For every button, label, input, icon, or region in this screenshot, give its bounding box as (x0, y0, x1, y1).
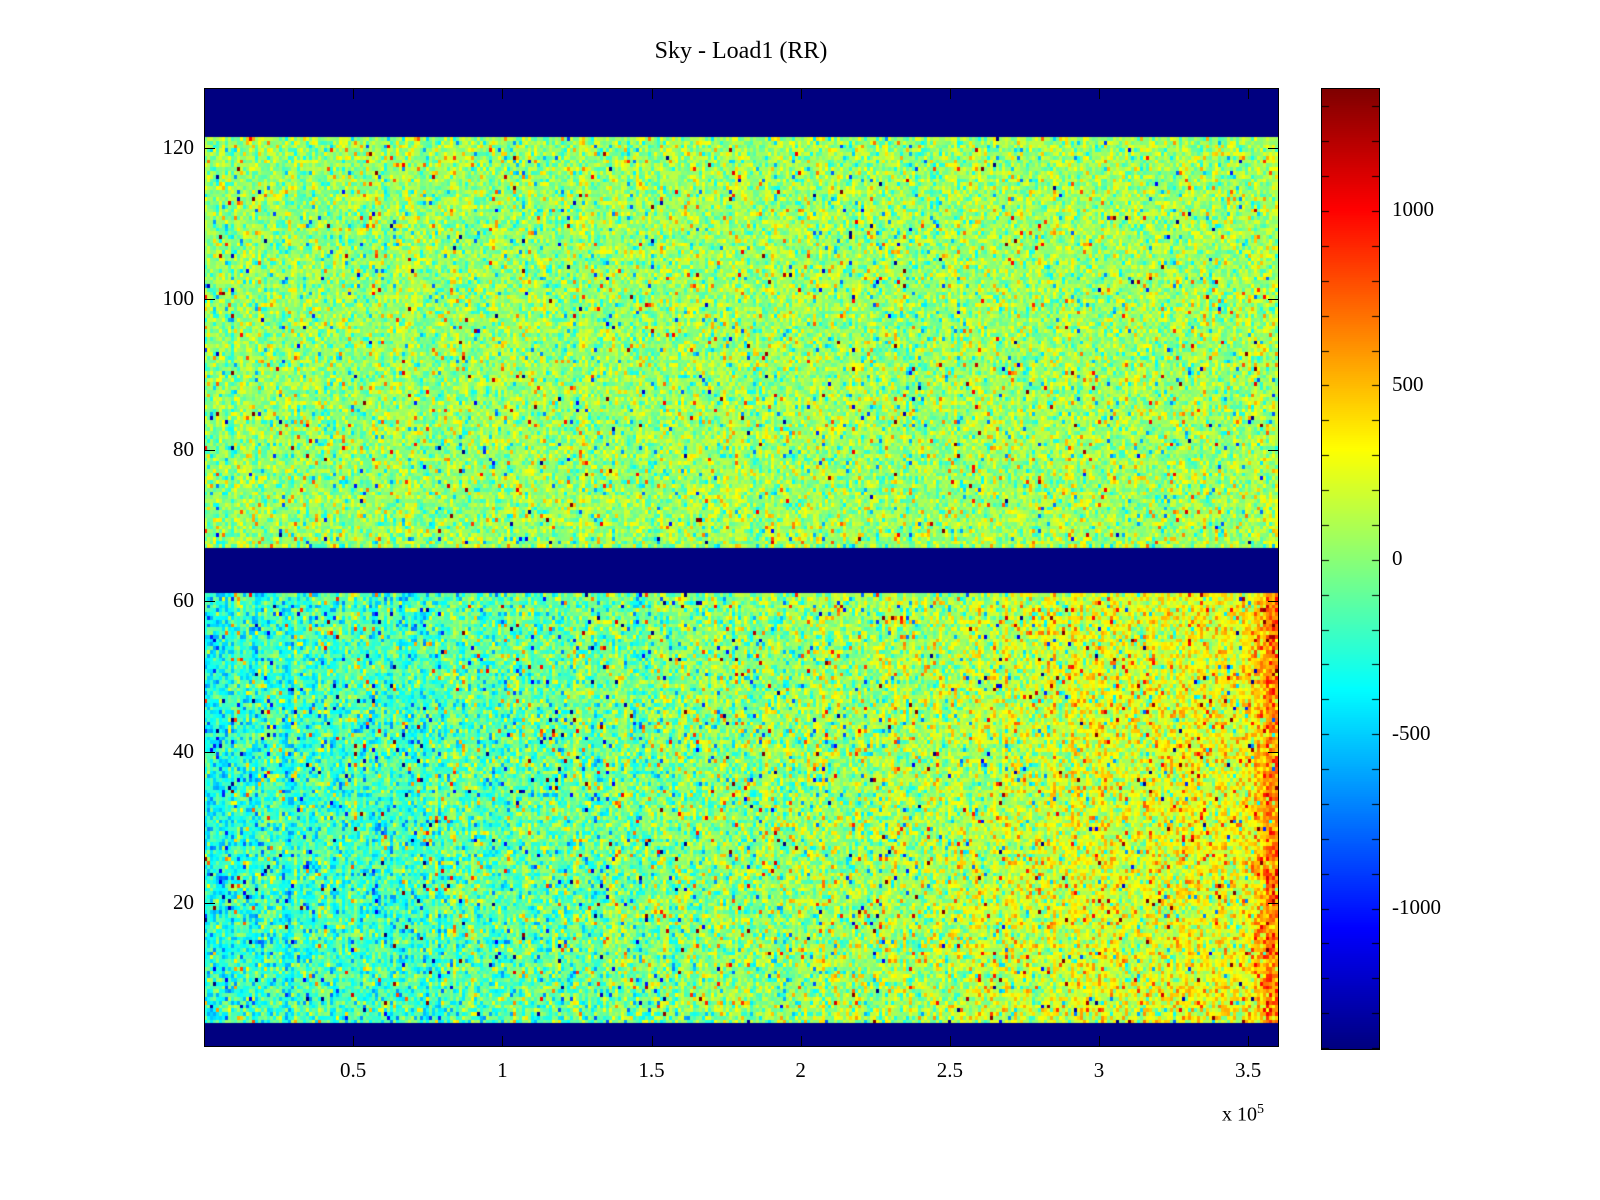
y-tick-label: 60 (173, 587, 194, 612)
x-tick-label: 2 (795, 1058, 806, 1082)
y-tick-label: 20 (173, 889, 194, 914)
x-tick-label: 0.5 (340, 1058, 367, 1082)
heatmap-canvas (204, 88, 1278, 1046)
y-tick-label: 120 (162, 135, 195, 160)
colorbar (1321, 88, 1380, 1050)
x-tick-label: 1 (497, 1058, 508, 1082)
colorbar-tick-label: -1000 (1392, 895, 1441, 920)
y-tick-label: 40 (173, 738, 194, 763)
colorbar-tick-label: 0 (1392, 546, 1403, 571)
x-tick-label: 2.5 (936, 1058, 963, 1082)
colorbar-canvas (1322, 89, 1379, 1049)
x-tick-label: 3 (1093, 1058, 1105, 1082)
colorbar-tick-label: 1000 (1392, 197, 1434, 222)
x-exponent-power: 5 (1257, 1102, 1264, 1117)
colorbar-tick-label: 500 (1392, 371, 1424, 396)
y-tick-label: 100 (162, 286, 195, 311)
x-tick-label: 1.5 (638, 1058, 665, 1082)
x-axis-exponent-label: x 105 (1222, 1102, 1264, 1127)
colorbar-tick-label: -500 (1392, 720, 1431, 745)
heatmap-plot-area (204, 88, 1278, 1046)
x-exponent-base: x 10 (1222, 1103, 1257, 1126)
y-tick-label: 80 (173, 437, 194, 462)
x-tick-label: 3.5 (1235, 1058, 1262, 1082)
chart-title: Sky - Load1 (RR) (654, 38, 828, 64)
